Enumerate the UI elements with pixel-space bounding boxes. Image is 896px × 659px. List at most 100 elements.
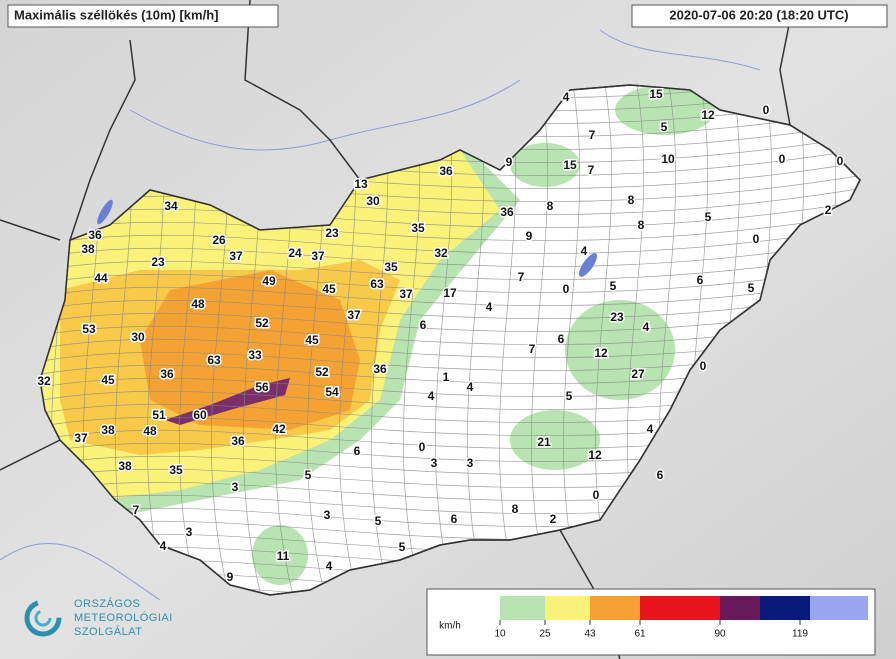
station-value: 36 — [439, 164, 453, 178]
streamline — [531, 85, 551, 595]
station-value: 63 — [207, 353, 221, 367]
logo-text: ORSZÁGOS — [74, 597, 140, 610]
lake — [578, 253, 598, 277]
station-value: 1 — [443, 370, 450, 384]
station-value: 36 — [160, 367, 174, 381]
station-value: 10 — [661, 152, 675, 166]
station-value: 36 — [373, 362, 387, 376]
logo-text: METEOROLÓGIAI — [74, 611, 173, 624]
streamline — [40, 329, 860, 358]
station-value: 6 — [354, 444, 361, 458]
station-value: 6 — [657, 468, 664, 482]
station-value: 38 — [101, 423, 115, 437]
station-value: 4 — [486, 300, 493, 314]
country-border — [39, 84, 861, 596]
station-value: 15 — [563, 158, 577, 172]
time-box — [631, 4, 888, 28]
station-value: 23 — [325, 226, 339, 240]
logo-mark — [24, 599, 62, 637]
station-value: 24 — [288, 246, 302, 260]
station-value: 8 — [628, 193, 635, 207]
station-value: 3 — [324, 508, 331, 522]
legend-swatch — [760, 596, 810, 620]
station-value: 42 — [272, 422, 286, 436]
station-value: 13 — [354, 177, 368, 191]
station-value: 2 — [550, 512, 557, 526]
station-value: 37 — [229, 249, 243, 263]
zone-green — [252, 525, 308, 585]
logo-text: SZOLGÁLAT — [74, 625, 142, 638]
streamline — [40, 212, 860, 241]
station-value: 37 — [311, 249, 325, 263]
streamline — [40, 238, 860, 267]
streamline — [40, 251, 860, 280]
streamline — [40, 316, 860, 345]
river — [599, 29, 761, 71]
station-value: 7 — [529, 342, 536, 356]
station-value: 53 — [82, 322, 96, 336]
station-value: 30 — [131, 330, 145, 344]
legend-swatch — [500, 596, 545, 620]
station-value: 17 — [443, 286, 457, 300]
legend-tick-label: 25 — [539, 629, 551, 640]
legend-swatch — [720, 596, 760, 620]
streamline — [40, 303, 860, 332]
station-value: 0 — [779, 152, 786, 166]
station-value: 35 — [411, 221, 425, 235]
station-value: 5 — [566, 389, 573, 403]
streamline — [40, 277, 860, 306]
station-value: 12 — [701, 108, 715, 122]
station-value: 0 — [419, 440, 426, 454]
station-value: 45 — [322, 282, 336, 296]
legend-tick-label: 10 — [494, 629, 506, 640]
logo-mark — [34, 609, 52, 627]
station-value: 27 — [631, 367, 645, 381]
station-value: 38 — [118, 459, 132, 473]
station-value: 38 — [81, 242, 95, 256]
station-value: 26 — [212, 233, 226, 247]
station-value: 21 — [537, 435, 551, 449]
station-value: 48 — [191, 297, 205, 311]
station-value: 0 — [753, 232, 760, 246]
station-value: 0 — [763, 103, 770, 117]
station-value: 9 — [227, 570, 234, 584]
station-value: 4 — [647, 422, 654, 436]
station-value: 4 — [563, 90, 570, 104]
station-value: 5 — [399, 540, 406, 554]
river — [0, 543, 161, 601]
station-value: 3 — [431, 456, 438, 470]
station-value: 45 — [305, 333, 319, 347]
zone-green — [510, 410, 600, 470]
station-value: 0 — [700, 359, 707, 373]
station-value: 52 — [255, 316, 269, 330]
station-value: 7 — [588, 163, 595, 177]
streamline — [563, 85, 583, 595]
station-value: 0 — [563, 282, 570, 296]
streamline — [40, 290, 860, 319]
station-value: 15 — [649, 87, 663, 101]
station-value: 37 — [74, 431, 88, 445]
border — [779, 19, 791, 126]
zone-green — [510, 143, 580, 187]
station-value: 4 — [467, 380, 474, 394]
legend-tick-label: 43 — [584, 629, 596, 640]
legend-swatch — [640, 596, 720, 620]
border — [244, 0, 361, 181]
station-value: 44 — [94, 271, 108, 285]
station-value: 7 — [518, 270, 525, 284]
legend-unit: km/h — [439, 621, 461, 632]
streamline — [40, 225, 860, 254]
station-value: 35 — [384, 260, 398, 274]
legend-tick-label: 119 — [792, 629, 808, 640]
station-value: 36 — [88, 228, 102, 242]
station-value: 9 — [526, 229, 533, 243]
station-value: 8 — [512, 502, 519, 516]
station-value: 37 — [399, 287, 413, 301]
station-value: 4 — [160, 539, 167, 553]
station-value: 45 — [101, 373, 115, 387]
zone-green — [615, 85, 715, 135]
station-value: 6 — [558, 332, 565, 346]
station-value: 56 — [255, 380, 269, 394]
